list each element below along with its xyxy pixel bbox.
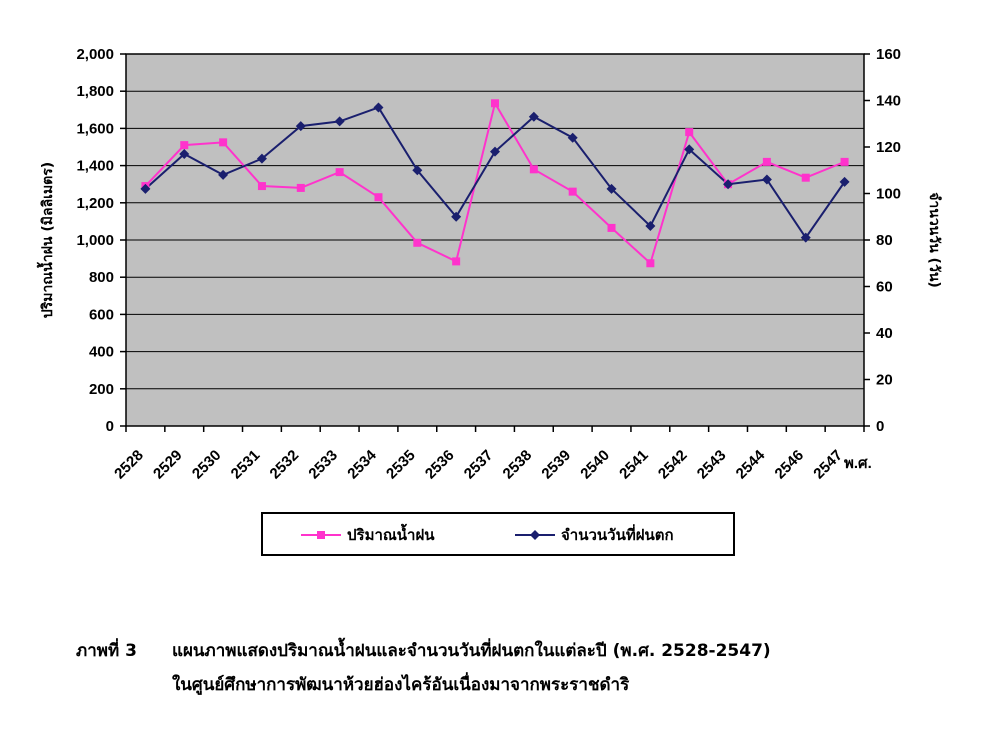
data-point-square <box>219 138 228 147</box>
y-left-tick-label: 600 <box>89 306 114 323</box>
plot-border <box>125 53 865 427</box>
y-left-tick-label: 1,000 <box>76 232 114 249</box>
x-tick-label: 2539 <box>538 447 574 483</box>
data-point-square <box>529 165 538 174</box>
y-right-tick-label: 160 <box>876 46 901 63</box>
x-tick-label: 2542 <box>655 447 691 483</box>
data-point-diamond <box>684 144 695 155</box>
y-left-tick-label: 1,800 <box>76 83 114 100</box>
x-tick-label: 2537 <box>461 447 497 483</box>
y-left-tick-label: 0 <box>106 418 114 435</box>
y-right-tick-label: 40 <box>876 325 893 342</box>
caption-title: แผนภาพแสดงปริมาณน้ำฝนและจำนวนวันที่ฝนตกใ… <box>172 641 771 661</box>
x-tick-label: 2544 <box>733 446 769 482</box>
data-point-square <box>568 187 577 196</box>
legend-item-rainfall: ปริมาณน้ำฝน <box>301 523 435 547</box>
y-right-tick-label: 20 <box>876 372 893 389</box>
data-point-square <box>801 173 810 182</box>
y-left-tick-label: 1,400 <box>76 158 114 175</box>
data-point-diamond <box>761 174 772 185</box>
data-point-square <box>257 182 266 191</box>
x-tick-label: 2535 <box>383 447 419 483</box>
data-point-diamond <box>218 169 229 180</box>
data-point-diamond <box>451 211 462 222</box>
axes <box>120 53 870 432</box>
x-tick-label: 2530 <box>189 447 225 483</box>
data-point-diamond <box>490 146 500 157</box>
y-right-tick-label: 80 <box>876 232 893 249</box>
data-point-diamond <box>295 121 306 132</box>
legend: ปริมาณน้ำฝน จำนวนวันที่ฝนตก <box>261 512 735 556</box>
y-left-tick-label: 800 <box>89 269 114 286</box>
data-point-diamond <box>800 232 811 243</box>
data-point-diamond <box>723 179 734 190</box>
legend-label-rain-days: จำนวนวันที่ฝนตก <box>561 526 674 544</box>
y-left-tick-label: 200 <box>89 381 114 398</box>
data-point-square <box>452 257 461 266</box>
y-axis-right-title: จำนวนวัน (วัน) <box>926 192 942 288</box>
figure-caption: ภาพที่ 3 แผนภาพแสดงปริมาณน้ำฝนและจำนวนวัน… <box>76 634 771 702</box>
y-left-tick-label: 400 <box>89 344 114 361</box>
series-markers <box>140 99 850 268</box>
data-point-diamond <box>645 221 656 232</box>
x-tick-label: 2528 <box>111 447 147 483</box>
data-point-square <box>762 157 771 166</box>
data-point-square <box>413 238 422 247</box>
gridlines <box>126 90 864 390</box>
legend-swatch-rainfall <box>301 531 341 539</box>
y-left-tick-label: 1,600 <box>76 120 114 137</box>
data-point-diamond <box>606 183 617 194</box>
caption-line-2: ในศูนย์ศึกษาการพัฒนาห้วยฮ่องไคร้อันเนื่อ… <box>172 675 630 695</box>
data-point-diamond <box>528 111 539 122</box>
y-axis-left-title: ปริมาณน้ำฝน (มิลลิเมตร) <box>36 162 56 318</box>
data-point-diamond <box>334 116 345 127</box>
y-right-tick-label: 60 <box>876 279 893 296</box>
data-point-square <box>374 193 383 202</box>
x-tick-label: 2541 <box>616 447 652 483</box>
y-right-tick-label: 0 <box>876 418 884 435</box>
data-point-square <box>180 141 189 150</box>
x-axis-unit-label: พ.ศ. <box>844 455 872 472</box>
data-point-diamond <box>256 153 267 164</box>
data-point-diamond <box>567 132 578 143</box>
x-tick-label: 2529 <box>150 447 186 483</box>
x-tick-label: 2534 <box>344 446 380 482</box>
data-point-square <box>685 128 694 137</box>
data-point-diamond <box>140 183 151 194</box>
x-tick-label: 2533 <box>305 447 341 483</box>
y-right-tick-label: 140 <box>876 93 901 110</box>
legend-swatch-rain-days <box>515 530 555 540</box>
x-tick-label: 2540 <box>577 447 613 483</box>
data-point-diamond <box>373 102 384 113</box>
data-point-square <box>296 183 305 192</box>
legend-label-rainfall: ปริมาณน้ำฝน <box>347 526 435 544</box>
y-right-tick-label: 120 <box>876 139 901 156</box>
data-point-square <box>335 168 344 177</box>
caption-line-1: ภาพที่ 3 แผนภาพแสดงปริมาณน้ำฝนและจำนวนวัน… <box>76 634 771 668</box>
x-tick-label: 2538 <box>500 447 536 483</box>
x-tick-label: 2531 <box>228 447 264 483</box>
data-point-square <box>840 157 849 166</box>
data-point-diamond <box>839 176 850 187</box>
x-tick-label: 2547 <box>810 447 846 483</box>
y-right-tick-label: 100 <box>876 186 901 203</box>
caption-label: ภาพที่ 3 <box>76 641 137 661</box>
data-point-square <box>491 99 499 108</box>
data-point-square <box>646 259 655 268</box>
data-point-diamond <box>179 148 190 159</box>
x-tick-label: 2536 <box>422 447 458 483</box>
data-point-square <box>607 223 616 232</box>
y-left-tick-label: 1,200 <box>76 195 114 212</box>
legend-item-rain-days: จำนวนวันที่ฝนตก <box>515 523 674 547</box>
x-tick-label: 2532 <box>267 447 303 483</box>
x-tick-label: 2546 <box>772 447 808 483</box>
y-left-tick-label: 2,000 <box>76 46 114 63</box>
x-tick-label: 2543 <box>694 447 730 483</box>
data-point-diamond <box>412 165 423 176</box>
